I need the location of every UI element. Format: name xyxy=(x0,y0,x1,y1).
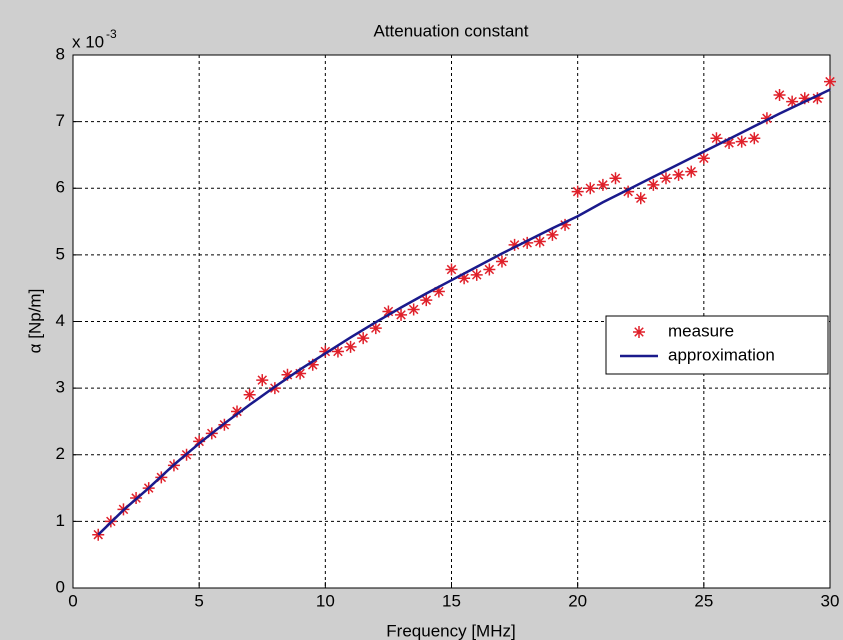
measure-marker xyxy=(559,218,572,231)
measure-marker xyxy=(584,182,597,195)
legend-marker xyxy=(633,326,645,338)
measure-marker xyxy=(432,285,445,298)
legend-label: approximation xyxy=(668,345,775,364)
y-tick-label: 1 xyxy=(56,511,65,530)
measure-marker xyxy=(231,405,244,418)
measure-marker xyxy=(533,235,546,248)
x-tick-label: 5 xyxy=(194,591,203,610)
x-tick-label: 15 xyxy=(442,591,461,610)
measure-marker xyxy=(609,172,622,185)
measure-marker xyxy=(495,255,508,268)
y-tick-label: 4 xyxy=(56,311,65,330)
measure-marker xyxy=(331,345,344,358)
measure-marker xyxy=(748,132,761,145)
measure-marker xyxy=(294,367,307,380)
measure-marker xyxy=(824,75,836,88)
y-tick-label: 3 xyxy=(56,378,65,397)
measure-marker xyxy=(773,88,786,101)
measure-marker xyxy=(723,136,736,149)
measure-marker xyxy=(760,112,773,125)
x-tick-label: 20 xyxy=(568,591,587,610)
y-tick-label: 8 xyxy=(56,44,65,63)
measure-marker xyxy=(685,165,698,178)
measure-marker xyxy=(798,92,811,105)
y-multiplier-exponent: -3 xyxy=(106,27,117,41)
measure-marker xyxy=(193,435,206,448)
measure-marker xyxy=(306,358,319,371)
measure-marker xyxy=(395,308,408,321)
x-tick-label: 25 xyxy=(694,591,713,610)
measure-marker xyxy=(596,178,609,191)
measure-marker xyxy=(571,185,584,198)
measure-marker xyxy=(659,172,672,185)
measure-marker xyxy=(483,263,496,276)
measure-marker xyxy=(344,340,357,353)
measure-marker xyxy=(735,135,748,148)
measure-marker xyxy=(407,303,420,316)
measure-marker xyxy=(521,236,534,249)
y-axis-label: α [Np/m] xyxy=(25,289,44,354)
legend-label: measure xyxy=(668,321,734,340)
plot-frame xyxy=(72,54,831,589)
y-tick-label: 2 xyxy=(56,444,65,463)
x-axis-label: Frequency [MHz] xyxy=(386,621,515,640)
y-multiplier: x 10 xyxy=(72,32,104,51)
y-tick-label: 0 xyxy=(56,577,65,596)
measure-marker xyxy=(470,268,483,281)
measure-marker xyxy=(786,95,799,108)
measure-marker xyxy=(634,192,647,205)
chart-title: Attenuation constant xyxy=(373,21,528,40)
measure-marker xyxy=(622,185,635,198)
measure-marker xyxy=(508,238,521,251)
measure-marker xyxy=(420,294,433,307)
x-tick-label: 0 xyxy=(68,591,77,610)
measure-marker xyxy=(256,374,269,387)
measure-marker xyxy=(672,168,685,181)
measure-marker xyxy=(319,345,332,358)
x-tick-label: 10 xyxy=(316,591,335,610)
measure-marker xyxy=(710,132,723,145)
measure-marker xyxy=(697,152,710,165)
measure-marker xyxy=(647,178,660,191)
approximation-line xyxy=(97,88,831,536)
measure-marker xyxy=(811,92,824,105)
measure-marker xyxy=(243,388,256,401)
measure-marker xyxy=(382,305,395,318)
y-tick-label: 5 xyxy=(56,244,65,263)
measure-marker xyxy=(369,322,382,335)
measure-marker xyxy=(281,368,294,381)
x-tick-label: 30 xyxy=(821,591,840,610)
y-tick-label: 7 xyxy=(56,111,65,130)
y-tick-label: 6 xyxy=(56,178,65,197)
measure-marker xyxy=(357,332,370,345)
measure-marker xyxy=(445,263,458,276)
measure-marker xyxy=(92,528,105,541)
legend-box xyxy=(605,315,829,375)
measure-marker xyxy=(458,272,471,285)
measure-marker xyxy=(546,228,559,241)
